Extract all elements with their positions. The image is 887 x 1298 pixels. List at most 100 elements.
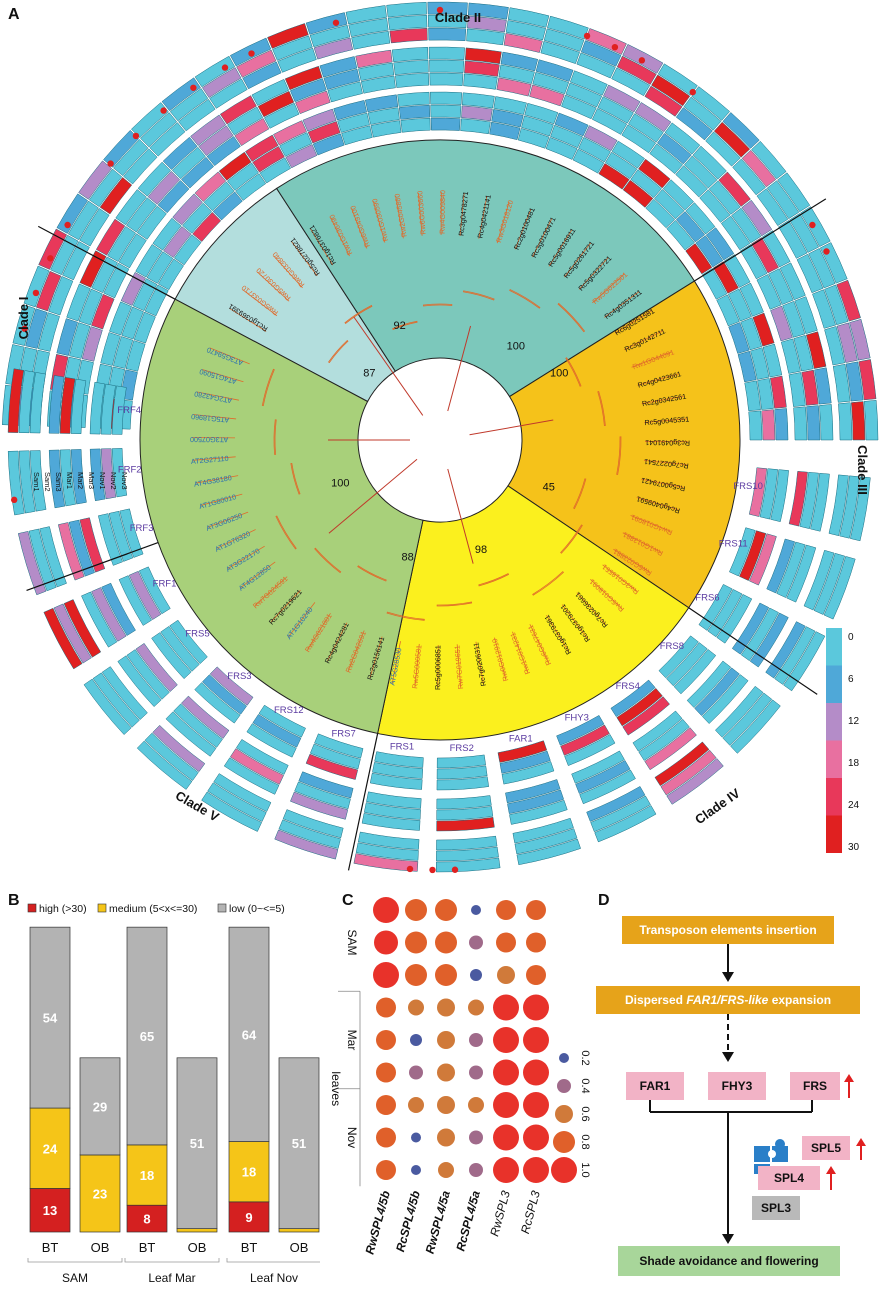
- tree-root-branch: [328, 458, 418, 534]
- marker-dot: [436, 6, 444, 14]
- spl3-box: SPL3: [752, 1196, 800, 1220]
- panel-c-label: C: [342, 892, 354, 909]
- heatmap-cell: [48, 375, 65, 434]
- size-legend-label: 0.4: [579, 1078, 590, 1093]
- tree-branch: [391, 641, 401, 684]
- heatmap-cell: [521, 115, 554, 137]
- expansion-prefix: Dispersed: [624, 993, 683, 1007]
- heatmap-cell: [545, 137, 578, 160]
- heatmap-cell: [398, 104, 431, 120]
- tree-branch: [288, 602, 316, 637]
- tree-arc: [616, 436, 622, 476]
- tree-branch: [196, 391, 239, 401]
- heatmap-cell: [100, 383, 116, 435]
- bar-segment: [176, 1228, 218, 1233]
- heatmap-cell: [638, 718, 690, 761]
- bar-data-label: 8: [143, 1212, 150, 1227]
- bar-segment: [176, 1057, 218, 1230]
- heatmap-cell: [128, 570, 162, 620]
- heatmap-cell: [543, 28, 585, 52]
- heatmap-cell: [466, 28, 505, 46]
- heatmap-cell: [144, 732, 199, 781]
- clade-ii-label: Clade II: [435, 10, 481, 25]
- bubble-point: [469, 1130, 483, 1145]
- tree-branch: [590, 578, 623, 609]
- column-label: RcSPL4/5b: [393, 1189, 423, 1253]
- tree-root-branch: [353, 316, 424, 416]
- bootstrap-value: 92: [394, 320, 406, 332]
- heatmap-cell: [111, 448, 128, 498]
- heatmap-cell: [56, 193, 89, 234]
- tree-branch: [291, 241, 318, 277]
- bubble-point: [468, 999, 484, 1016]
- heatmap-cell: [662, 179, 695, 211]
- expansion-gene-family: FAR1/FRS-like: [686, 993, 769, 1007]
- heatmap-cell: [586, 786, 646, 822]
- bubble-point: [376, 1062, 396, 1083]
- heatmap-cell: [113, 336, 134, 369]
- colorbar-segment: [826, 815, 842, 853]
- heatmap-cell: [361, 813, 421, 831]
- spl4-up-arrow-icon: [826, 1166, 836, 1190]
- column-label: RwSPL4/5a: [423, 1189, 453, 1255]
- heatmap-row-label: Sam1: [32, 472, 41, 492]
- heatmap-cell: [89, 448, 106, 502]
- heatmap-cell: [540, 40, 580, 64]
- tree-branch: [310, 228, 334, 266]
- heatmap-cell: [387, 14, 428, 31]
- heatmap-cell: [56, 318, 78, 356]
- heatmap-cell: [206, 136, 241, 167]
- heatmap-cell: [251, 78, 290, 106]
- heatmap-cell: [95, 218, 126, 256]
- bar-data-label: 18: [242, 1165, 256, 1180]
- tree-branch: [417, 192, 423, 236]
- heatmap-cell: [109, 301, 132, 336]
- heatmap-cell: [597, 96, 634, 124]
- heatmap-cell: [507, 789, 565, 814]
- size-legend-label: 0.2: [579, 1050, 590, 1065]
- heatmap-cell: [796, 253, 824, 294]
- group-label: Leaf Nov: [250, 1271, 298, 1285]
- heatmap-cell: [514, 828, 578, 855]
- tree-arc: [290, 463, 301, 495]
- heatmap-cell: [673, 648, 717, 695]
- heatmap-cell: [428, 27, 467, 42]
- subfamily-label: FRS3: [227, 671, 251, 682]
- bar-data-label: 29: [93, 1099, 107, 1114]
- heatmap-cell: [397, 91, 430, 107]
- heatmap-cell: [117, 655, 162, 708]
- heatmap-cell: [616, 687, 663, 727]
- heatmap-cell: [294, 781, 351, 810]
- heatmap-cell: [115, 189, 147, 226]
- heatmap-cell: [138, 566, 171, 615]
- subfamily-label: FAR1: [509, 733, 533, 744]
- heatmap-cell: [436, 846, 499, 862]
- heatmap-cell: [430, 117, 461, 131]
- heatmap-cell: [152, 217, 182, 251]
- bubble-point: [493, 1092, 519, 1118]
- heatmap-cell: [201, 791, 262, 832]
- bubble-point: [496, 932, 516, 953]
- bubble-point: [374, 930, 398, 955]
- heatmap-cell: [57, 522, 85, 581]
- tree-branch: [622, 532, 662, 553]
- heatmap-cell: [355, 49, 393, 69]
- heatmap-cell: [605, 151, 638, 180]
- heatmap-cell: [91, 256, 118, 294]
- spl5-up-arrow-icon: [856, 1138, 866, 1160]
- size-legend-label: 0.8: [579, 1134, 590, 1149]
- heatmap-cell: [770, 305, 793, 342]
- heatmap-cell: [429, 59, 465, 73]
- tree-branch: [636, 497, 679, 510]
- heatmap-cell: [181, 156, 215, 189]
- heatmap-cell: [813, 552, 846, 615]
- heatmap-cell: [766, 180, 800, 220]
- heatmap-cell: [173, 234, 202, 266]
- tree-branch: [630, 515, 671, 532]
- gene-id-label: Rc5g0006851: [433, 645, 442, 690]
- heatmap-cell: [181, 695, 230, 739]
- marker-dot: [132, 132, 140, 140]
- x-tick-label: OB: [290, 1240, 309, 1255]
- heatmap-cell: [391, 46, 429, 63]
- size-legend-circle: [553, 1131, 575, 1153]
